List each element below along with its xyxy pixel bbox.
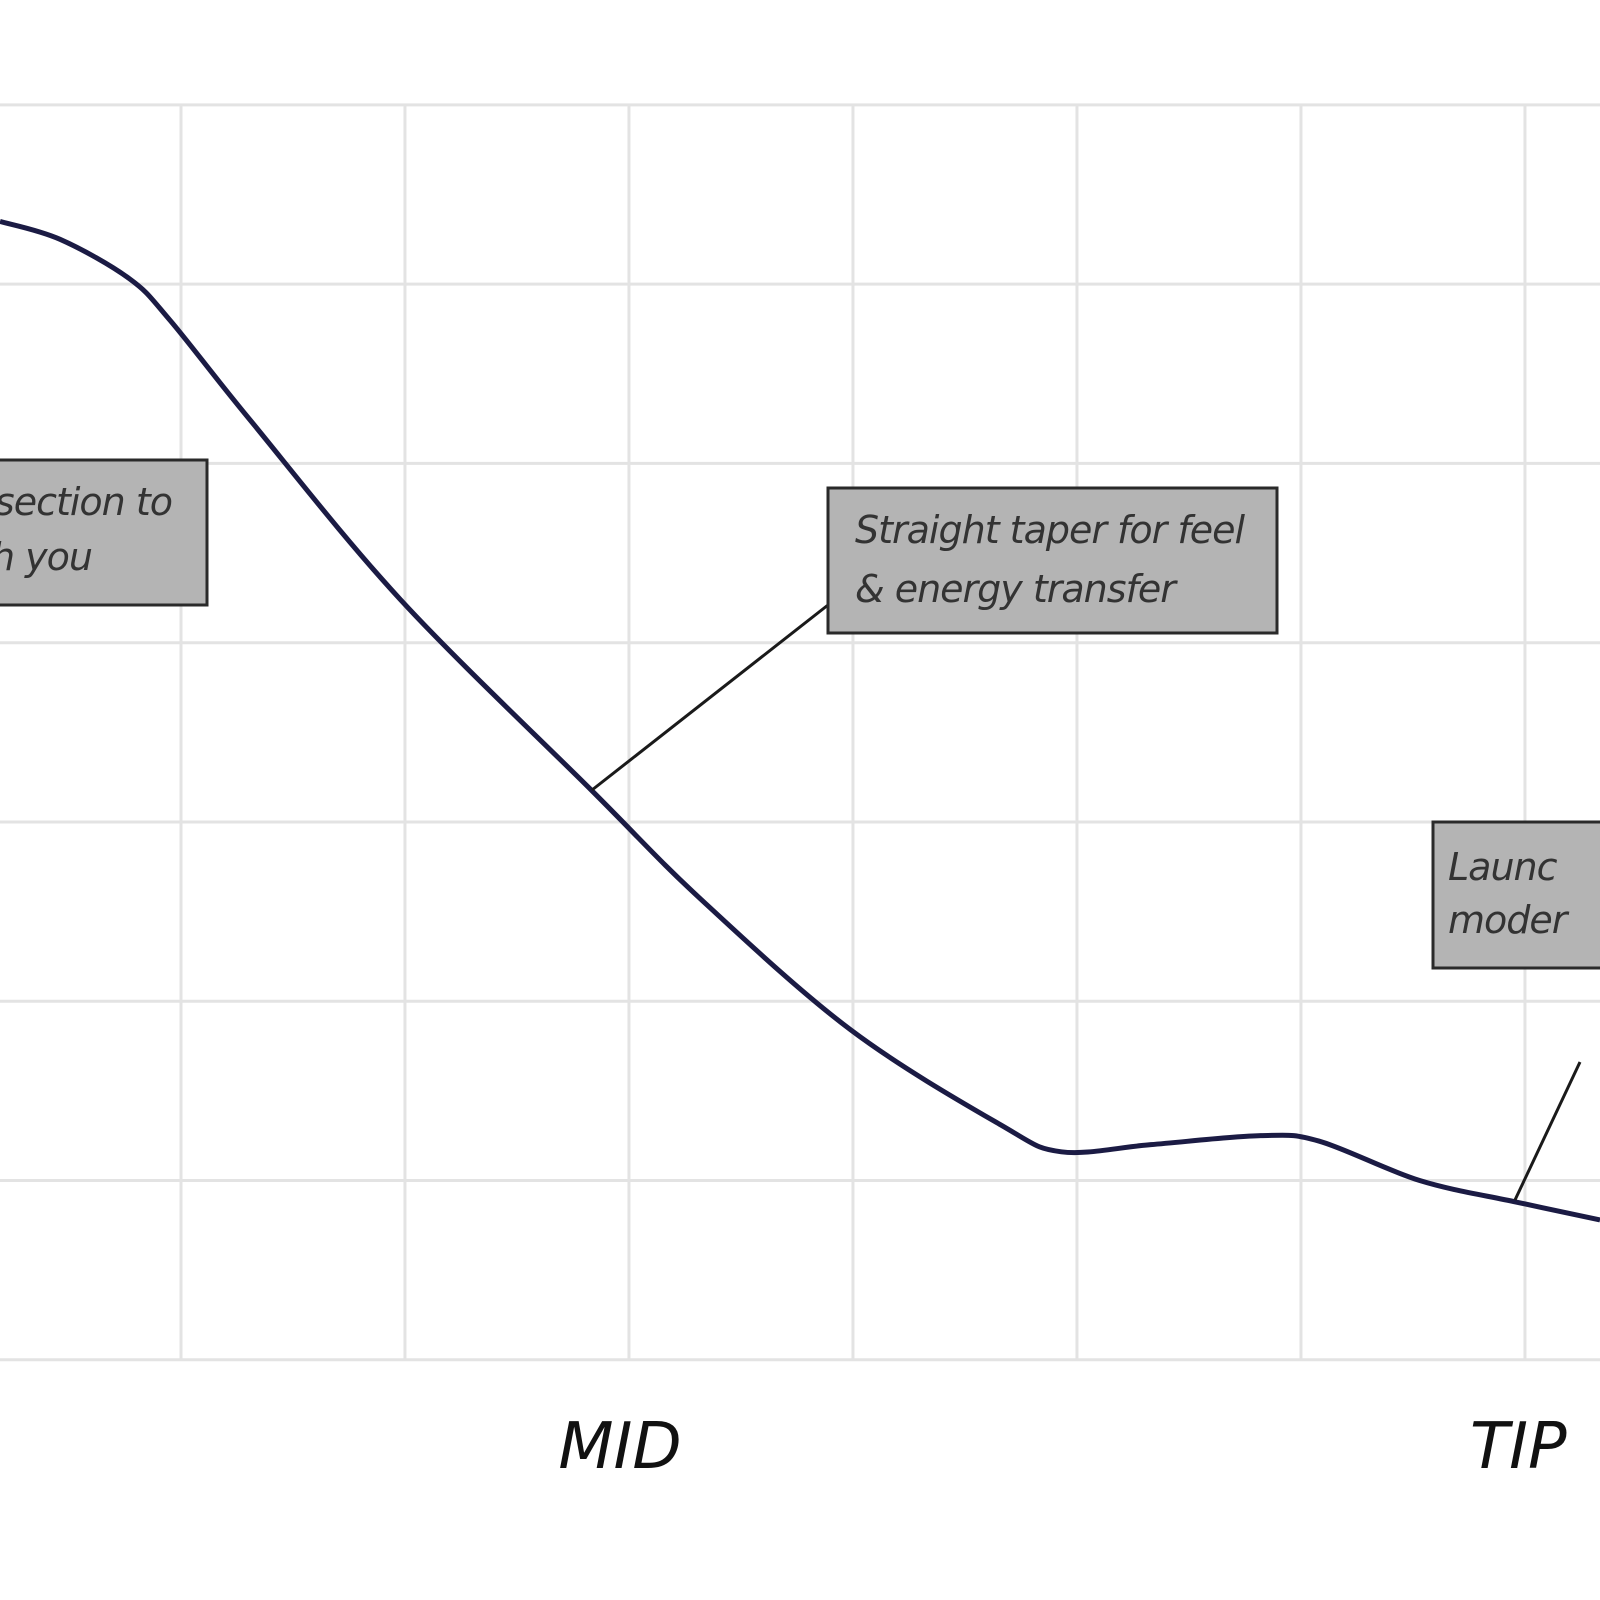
annotations: section to h you Straight taper for feel… (0, 458, 1600, 1201)
annotation-text: & energy transfer (855, 567, 1178, 611)
leader-line (591, 603, 829, 792)
annotation-text: Launc (1448, 845, 1558, 889)
annotation-box (1431, 820, 1600, 970)
section-label: TIP (1470, 1410, 1567, 1484)
annotation-box (0, 458, 209, 607)
leader-line (1513, 1061, 1582, 1201)
grid (0, 103, 1600, 1362)
annotation-text: section to (0, 480, 172, 524)
section-label: MID (558, 1410, 681, 1484)
curve (0, 218, 1600, 1223)
annotation-text: moder (1448, 898, 1570, 942)
annotation-text: Straight taper for feel (855, 508, 1246, 552)
annotation-text: h you (0, 535, 92, 579)
annotation-box (826, 486, 1279, 635)
